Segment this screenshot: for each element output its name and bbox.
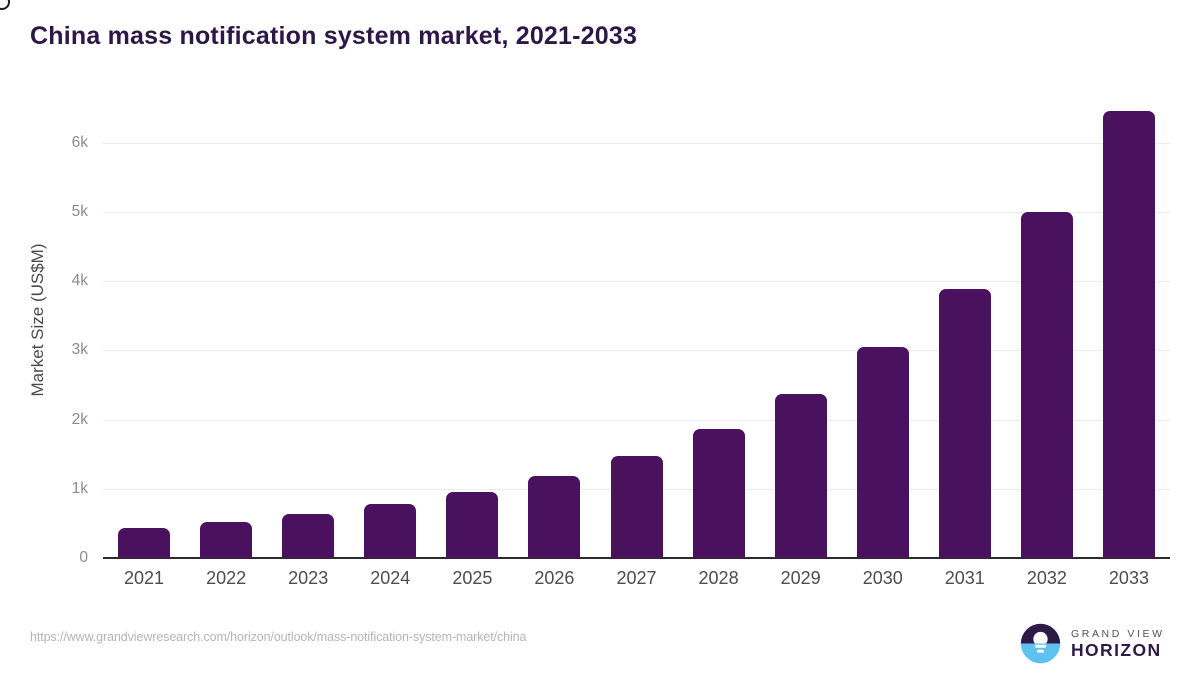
bar-2025[interactable] <box>446 492 499 558</box>
x-tick-label-2021: 2021 <box>124 568 165 588</box>
y-tick-label-6k: 6k <box>71 133 88 151</box>
x-tick-label-2024: 2024 <box>370 568 411 588</box>
x-tick-label-2027: 2027 <box>616 568 657 588</box>
bar-2033[interactable] <box>1102 111 1155 558</box>
x-axis-line <box>103 557 1170 559</box>
bar-2024[interactable] <box>364 504 417 558</box>
bar-2021[interactable] <box>118 528 171 558</box>
x-axis-tick-labels: 2021 2022 2023 2024 2025 2026 2027 2028 2029 2030… <box>103 568 1170 594</box>
gridline-4k <box>103 281 1170 283</box>
x-tick-label-2033: 2033 <box>1108 568 1149 588</box>
brand-name-bottom: HORIZON <box>1071 639 1162 660</box>
y-tick-label-2k: 2k <box>71 410 88 428</box>
footer-source-url: https://www.grandviewresearch.com/horizo… <box>30 630 527 644</box>
x-tick-label-2029: 2029 <box>780 568 821 588</box>
gridline-6k <box>103 142 1170 144</box>
brand-name-top: GRAND VIEW <box>1071 627 1165 640</box>
bar-2032[interactable] <box>1020 211 1073 558</box>
bar-2022[interactable] <box>200 521 253 558</box>
x-tick-label-2026: 2026 <box>534 568 575 588</box>
gridline-3k <box>103 350 1170 352</box>
x-tick-label-2025: 2025 <box>452 568 493 588</box>
x-tick-label-2022: 2022 <box>206 568 247 588</box>
bar-2029[interactable] <box>774 393 827 558</box>
x-tick-label-2030: 2030 <box>862 568 903 588</box>
y-tick-label-4k: 4k <box>71 272 88 290</box>
gridline-2k <box>103 419 1170 421</box>
gridline-5k <box>103 211 1170 213</box>
logo-wordmark: GRAND VIEW HORIZON <box>1071 628 1165 660</box>
bar-2023[interactable] <box>282 514 335 558</box>
bar-2027[interactable] <box>610 455 663 558</box>
horizon-logo-icon <box>1020 623 1061 664</box>
window-corner-decoration <box>0 0 10 10</box>
plot-area <box>103 108 1170 559</box>
y-tick-label-5k: 5k <box>71 202 88 220</box>
bar-2030[interactable] <box>856 346 909 558</box>
y-axis-tick-labels: 0 1k 2k 3k 4k 5k 6k <box>0 108 88 566</box>
grandview-horizon-logo: GRAND VIEW HORIZON <box>1019 622 1165 665</box>
x-tick-label-2031: 2031 <box>944 568 985 588</box>
x-tick-label-2032: 2032 <box>1026 568 1067 588</box>
bar-2028[interactable] <box>692 428 745 558</box>
y-tick-label-0: 0 <box>79 549 88 566</box>
x-tick-label-2023: 2023 <box>288 568 329 588</box>
chart-title: China mass notification system market, 2… <box>30 22 638 50</box>
y-tick-label-3k: 3k <box>71 341 88 359</box>
bar-2031[interactable] <box>938 288 991 558</box>
x-tick-label-2028: 2028 <box>698 568 739 588</box>
y-tick-label-1k: 1k <box>71 479 88 497</box>
bar-2026[interactable] <box>528 475 581 558</box>
